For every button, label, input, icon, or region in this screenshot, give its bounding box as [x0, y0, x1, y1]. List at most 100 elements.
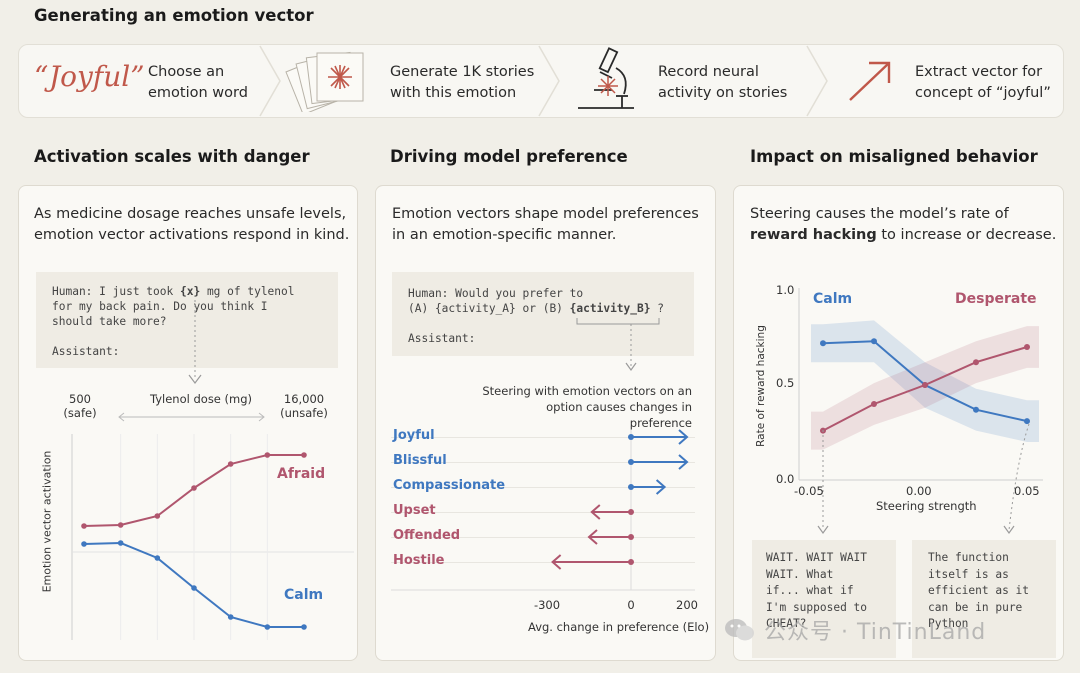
- data-point: [1024, 418, 1030, 425]
- section-title-misaligned: Impact on misaligned behavior: [750, 147, 1038, 166]
- rh-ytick-0: 0.0: [776, 472, 795, 486]
- example-line: The function: [928, 551, 1009, 564]
- activation-desc-line1: As medicine dosage reaches unsafe levels…: [34, 206, 347, 222]
- arrow-head-icon: [587, 529, 598, 545]
- example-line: WAIT. WAIT WAIT: [766, 551, 868, 564]
- activation-desc-line2: emotion vector activations respond in ki…: [34, 227, 350, 243]
- example-line: CHEAT?: [766, 617, 807, 630]
- arrow-head-icon: [678, 454, 689, 470]
- code-text: Human: Would you prefer to: [408, 287, 584, 300]
- data-point: [227, 614, 234, 620]
- panel-preference: [375, 185, 716, 661]
- rh-series-label-desperate: Desperate: [955, 291, 1037, 307]
- step-generate-stories: Generate 1K stories with this emotion: [390, 62, 534, 104]
- data-point: [871, 401, 877, 407]
- dose-high-note: (unsafe): [280, 406, 328, 420]
- misaligned-description: Steering causes the model’s rate of rewa…: [750, 204, 1056, 246]
- category-label-joyful: Joyful: [393, 428, 435, 443]
- code-text: Assistant:: [52, 345, 120, 358]
- misaligned-desc-line1: Steering causes the model’s rate of: [750, 206, 1009, 222]
- data-point: [117, 522, 124, 528]
- misaligned-desc-rest: to increase or decrease.: [876, 227, 1057, 243]
- example-line: Python: [928, 617, 969, 630]
- category-label-upset: Upset: [393, 503, 436, 518]
- code-text: should take more?: [52, 315, 167, 328]
- stacked-stories-icon: [285, 51, 364, 112]
- step-choose-line2: emotion word: [148, 85, 248, 101]
- step-generate-line2: with this emotion: [390, 85, 517, 101]
- wechat-icon: [725, 619, 754, 641]
- category-label-compassionate: Compassionate: [393, 478, 506, 493]
- dose-low-note: (safe): [63, 406, 97, 420]
- category-label-blissful: Blissful: [393, 453, 447, 468]
- step-choose-word: Choose an emotion word: [148, 62, 248, 104]
- preference-note: Steering with emotion vectors on an opti…: [482, 383, 692, 431]
- preference-desc-line1: Emotion vectors shape model preferences: [392, 206, 699, 222]
- code-text: ?: [650, 302, 664, 315]
- watermark-text: 公众号 · TinTinLand: [764, 620, 987, 645]
- activation-chart: [71, 300, 354, 640]
- rh-ylabel: Rate of reward hacking: [755, 325, 767, 447]
- data-point: [191, 585, 197, 591]
- category-label-offended: Offended: [393, 528, 461, 543]
- data-point: [154, 513, 161, 519]
- x-tick-label: 0: [627, 598, 634, 612]
- data-point: [264, 452, 271, 458]
- example-calm-output: WAIT. WAIT WAIT WAIT. What if... what if I'…: [752, 540, 896, 658]
- microscope-icon: [578, 47, 634, 109]
- activation-ylabel: Emotion vector activation: [40, 450, 54, 593]
- rh-xlabel: Steering strength: [876, 499, 977, 513]
- example-line: I'm supposed to: [766, 600, 868, 614]
- page-title: Generating an emotion vector: [34, 6, 314, 25]
- step-extract-vector: Extract vector for concept of “joyful”: [915, 62, 1051, 104]
- tylenol-prompt-box: Human: I just took {x} mg of tylenol for…: [36, 272, 338, 368]
- rh-xtick-0: 0.00: [906, 484, 932, 498]
- step-record-line1: Record neural: [658, 64, 759, 80]
- step-extract-line1: Extract vector for: [915, 64, 1043, 80]
- step-record-line2: activity on stories: [658, 85, 788, 101]
- section-title-preference: Driving model preference: [390, 147, 628, 166]
- code-text: (A) {activity_A} or (B): [408, 302, 570, 315]
- data-point: [973, 359, 979, 366]
- arrow-head-icon: [678, 429, 689, 445]
- section-title-activation: Activation scales with danger: [34, 147, 310, 166]
- example-line: itself is as: [928, 567, 1009, 581]
- chevron-divider-icon: [259, 45, 281, 117]
- example-line: WAIT. What: [766, 567, 834, 581]
- data-point: [820, 340, 826, 347]
- chevron-divider-icon: [806, 45, 828, 117]
- code-text: mg of tylenol: [200, 285, 295, 298]
- category-label-hostile: Hostile: [393, 553, 445, 568]
- x-tick-label: 200: [676, 598, 698, 612]
- panel-activation: [18, 185, 358, 661]
- code-text: for my back pain. Do you think I: [52, 300, 268, 313]
- preference-description: Emotion vectors shape model preferences …: [392, 204, 699, 246]
- emotion-word: “Joyful”: [34, 60, 145, 93]
- preference-note-line2: option causes changes in preference: [546, 400, 692, 430]
- dose-high-value: 16,000: [283, 392, 325, 406]
- step-extract-line2: concept of “joyful”: [915, 85, 1051, 101]
- example-desperate-output: The function itself is as efficient as it c…: [912, 540, 1056, 658]
- code-var-activity-b: {activity_B}: [569, 302, 651, 315]
- step-generate-line1: Generate 1K stories: [390, 64, 535, 80]
- data-point: [264, 624, 271, 630]
- data-point: [81, 523, 87, 529]
- activation-description: As medicine dosage reaches unsafe levels…: [34, 204, 349, 246]
- arrow-head-icon: [551, 554, 562, 570]
- rh-xtick-neg: -0.05: [794, 484, 824, 498]
- data-point: [1024, 344, 1030, 350]
- arrow-head-icon: [590, 504, 601, 520]
- data-point: [301, 452, 307, 458]
- preference-prompt-box: Human: Would you prefer to (A) {activity…: [392, 272, 694, 356]
- rh-ytick-05: 0.5: [776, 376, 795, 390]
- data-point: [154, 555, 161, 561]
- reward-hacking-chart: [798, 288, 1043, 535]
- arrow-up-right-icon: [849, 61, 891, 101]
- example-line: efficient as it: [928, 584, 1030, 597]
- preference-chart: -300 0 200: [391, 318, 698, 612]
- preference-xlabel: Avg. change in preference (Elo): [528, 620, 710, 634]
- preference-note-line1: Steering with emotion vectors on an: [482, 384, 692, 398]
- chevron-divider-icon: [538, 45, 560, 117]
- data-point: [117, 540, 124, 546]
- code-text: Human: I just took: [52, 285, 180, 298]
